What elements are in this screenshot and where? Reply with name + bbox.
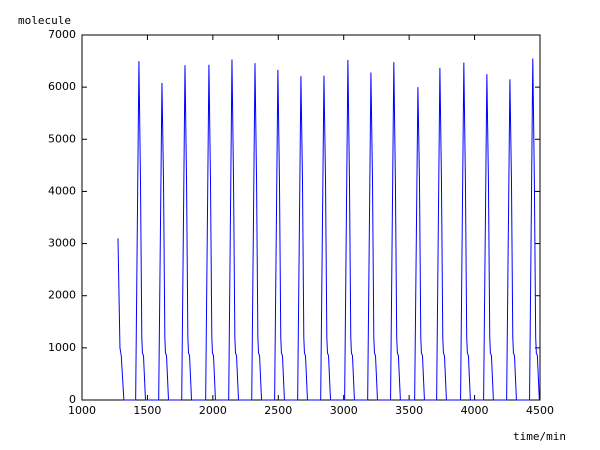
y-tick-label: 2000 (48, 289, 76, 302)
x-axis-label: time/min (513, 430, 566, 443)
x-tick-label: 1000 (68, 404, 96, 417)
y-axis-label: molecule (18, 14, 71, 27)
y-tick-label: 7000 (48, 28, 76, 41)
y-tick-label: 6000 (48, 80, 76, 93)
y-tick-label: 5000 (48, 132, 76, 145)
y-tick-label: 1000 (48, 341, 76, 354)
y-tick-label: 4000 (48, 184, 76, 197)
x-tick-label: 4500 (526, 404, 554, 417)
x-tick-label: 3500 (395, 404, 423, 417)
y-tick-label: 3000 (48, 237, 76, 250)
x-tick-label: 2000 (199, 404, 227, 417)
y-tick-label: 0 (69, 393, 76, 406)
x-tick-label: 3000 (330, 404, 358, 417)
x-tick-label: 2500 (264, 404, 292, 417)
x-tick-label: 4000 (461, 404, 489, 417)
data-line (117, 58, 540, 401)
x-tick-label: 1500 (133, 404, 161, 417)
